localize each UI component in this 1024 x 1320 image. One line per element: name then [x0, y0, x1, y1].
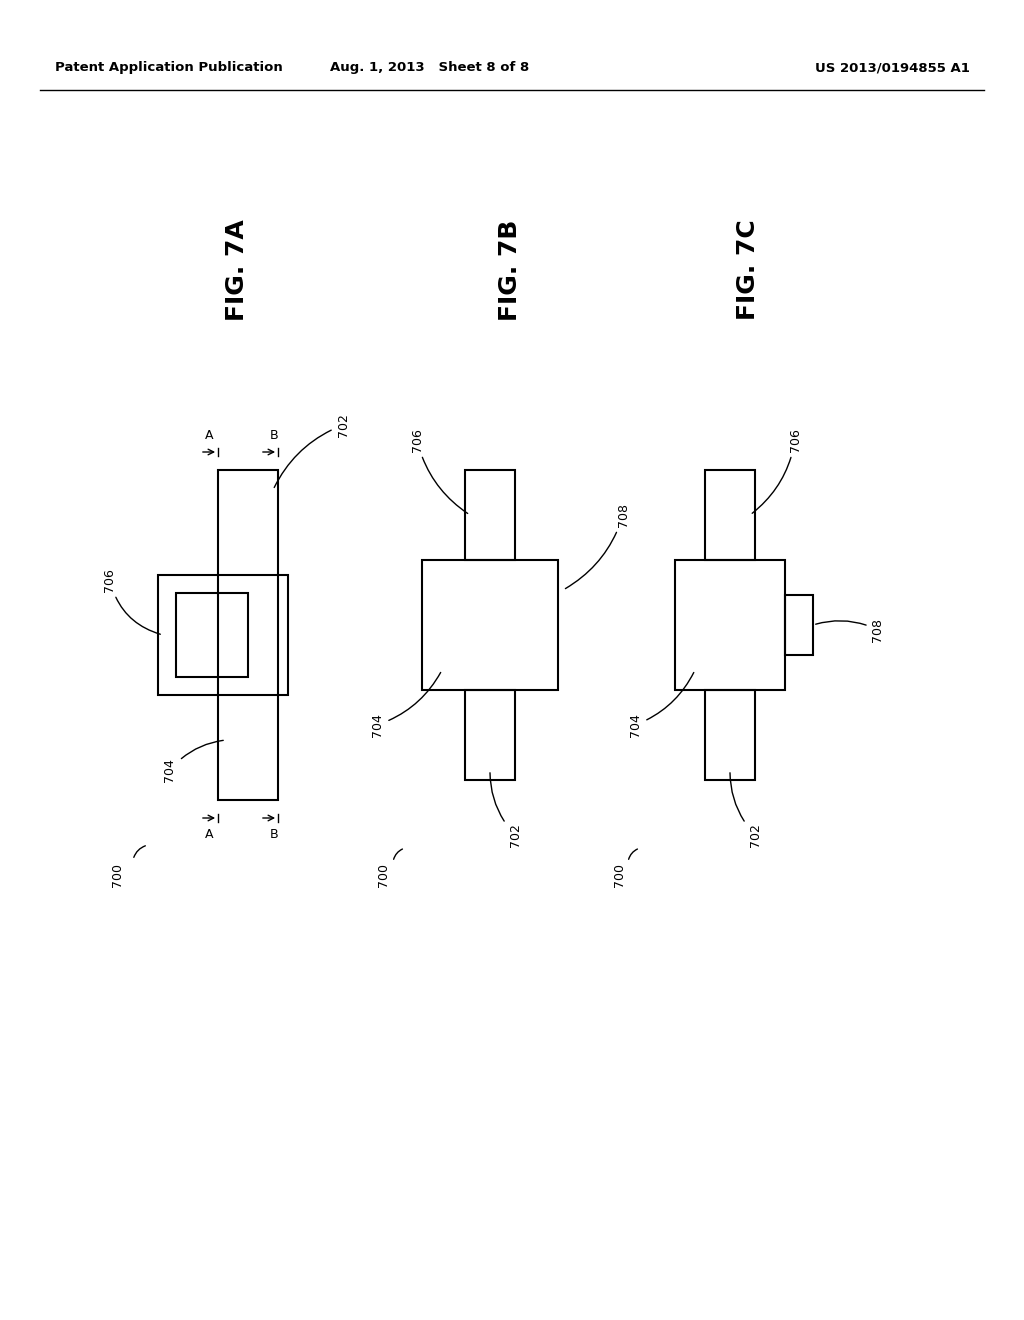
Text: 704: 704 [629, 672, 694, 737]
Text: B: B [269, 828, 279, 841]
Text: FIG. 7B: FIG. 7B [498, 219, 522, 321]
Bar [422, 560, 558, 690]
Text: 704: 704 [371, 672, 440, 737]
Text: 702: 702 [490, 772, 521, 847]
Text: 700: 700 [613, 863, 627, 887]
Text: 704: 704 [164, 741, 223, 781]
Text: 700: 700 [377, 863, 389, 887]
Bar [218, 470, 278, 800]
Bar [176, 593, 248, 677]
Text: 708: 708 [565, 503, 630, 589]
Text: 702: 702 [730, 772, 762, 847]
Text: B: B [269, 429, 279, 442]
Bar [675, 560, 785, 690]
Text: FIG. 7C: FIG. 7C [736, 219, 760, 321]
Text: 708: 708 [816, 618, 885, 642]
Text: Aug. 1, 2013   Sheet 8 of 8: Aug. 1, 2013 Sheet 8 of 8 [331, 62, 529, 74]
Text: US 2013/0194855 A1: US 2013/0194855 A1 [815, 62, 970, 74]
Text: A: A [205, 828, 213, 841]
Text: 700: 700 [112, 863, 125, 887]
Text: FIG. 7A: FIG. 7A [225, 219, 249, 321]
Text: 706: 706 [411, 428, 468, 513]
Text: A: A [205, 429, 213, 442]
Text: Patent Application Publication: Patent Application Publication [55, 62, 283, 74]
Text: 706: 706 [103, 568, 161, 634]
Bar [465, 470, 515, 560]
Bar [158, 576, 288, 696]
Bar [465, 690, 515, 780]
Text: 706: 706 [753, 428, 802, 513]
Text: 702: 702 [274, 413, 349, 487]
Bar [785, 595, 813, 655]
Bar [705, 470, 755, 560]
Bar [705, 690, 755, 780]
